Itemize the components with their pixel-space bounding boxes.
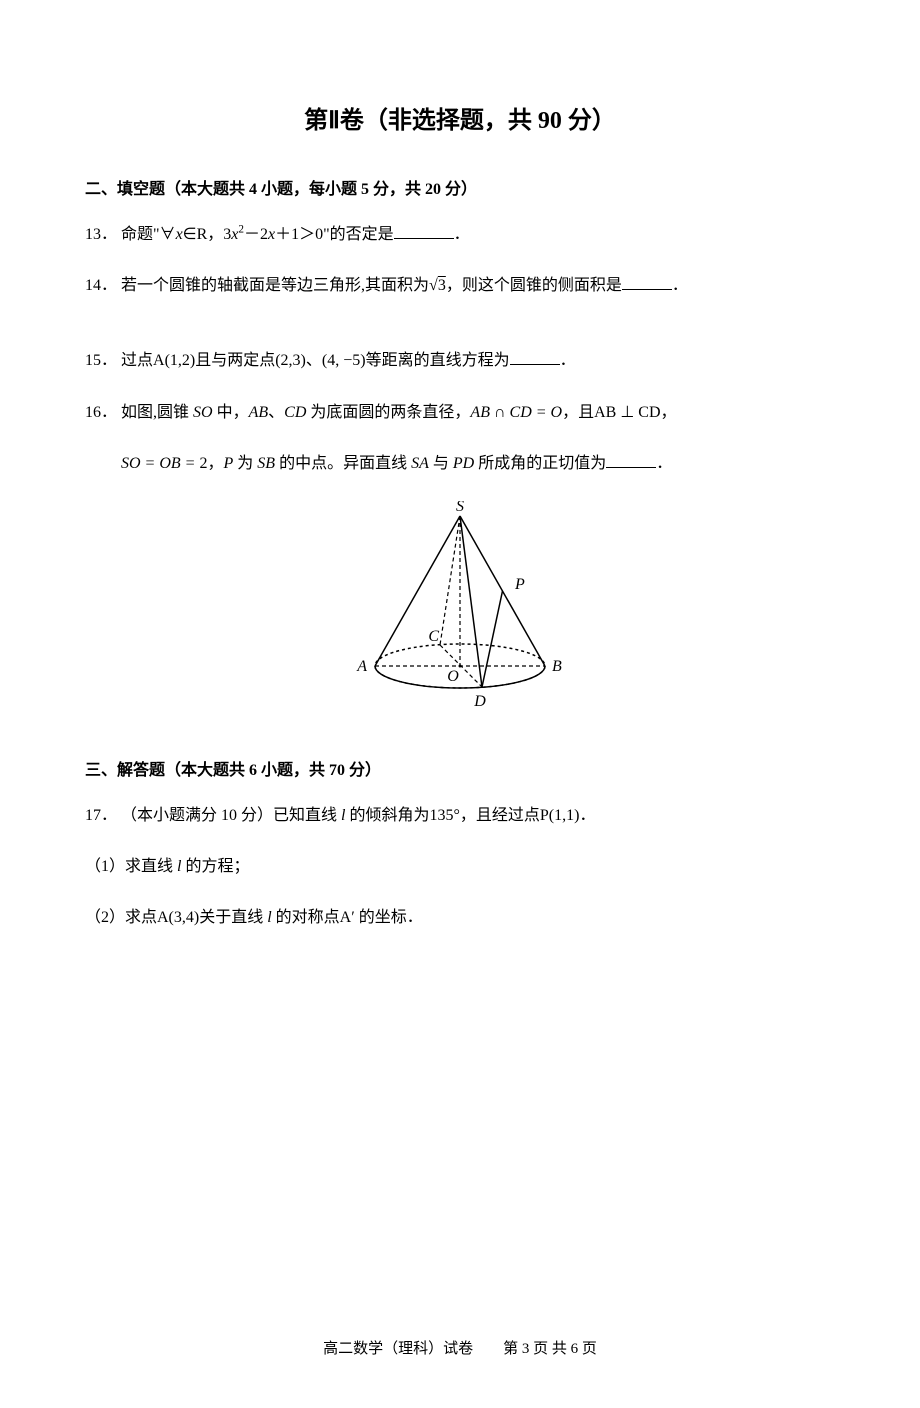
edge-sd — [460, 516, 482, 687]
q16-cd: CD — [284, 404, 306, 421]
main-title: 第Ⅱ卷（非选择题，共 90 分） — [85, 100, 835, 135]
label-s: S — [456, 501, 464, 515]
q16-blank — [606, 452, 656, 468]
q13-period: ． — [454, 226, 470, 243]
q17-main-b: 的倾斜角为135°，且经过点P(1,1)． — [345, 807, 595, 824]
footer-page-total: 6 — [571, 1341, 579, 1357]
q13-blank — [394, 223, 454, 239]
q17-sub2-b: 的对称点A′ 的坐标． — [272, 909, 423, 926]
q16-so: SO — [193, 404, 213, 421]
q16-l2a: SO = OB = — [121, 455, 199, 472]
cone-svg: S P C A O B D — [345, 501, 575, 711]
question-17-sub2: （2）求点A(3,4)关于直线 l 的对称点A′ 的坐标． — [85, 900, 835, 935]
q13-text-4: ＋1＞0"的否定是 — [275, 226, 394, 243]
label-d: D — [473, 693, 486, 710]
label-b: B — [552, 658, 562, 675]
point-o — [459, 664, 462, 667]
q16-l2b: ， — [207, 455, 223, 472]
q17-num: 17． — [85, 807, 117, 824]
q17-main-a: （本小题满分 10 分）已知直线 — [121, 807, 341, 824]
footer-text-a: 高二数学（理科）试卷 第 — [323, 1341, 522, 1357]
q15-text: 过点A(1,2)且与两定点(2,3)、(4, −5)等距离的直线方程为 — [121, 352, 510, 369]
q16-period: ． — [656, 455, 672, 472]
q14-period: ． — [672, 277, 688, 294]
q14-sqrt: √3 — [429, 277, 446, 294]
q13-text-3: －2 — [244, 226, 268, 243]
question-17-sub1: （1）求直线 l 的方程； — [85, 849, 835, 884]
q16-num: 16． — [85, 404, 117, 421]
q16-l2d: 的中点。异面直线 — [275, 455, 411, 472]
q15-num: 15． — [85, 352, 117, 369]
segment-pd — [482, 591, 503, 687]
question-15: 15． 过点A(1,2)且与两定点(2,3)、(4, −5)等距离的直线方程为 ． — [85, 343, 835, 378]
q14-blank — [622, 274, 672, 290]
footer-text-c: 页 — [578, 1341, 597, 1357]
q17-sub1-b: 的方程； — [181, 858, 249, 875]
cone-figure: S P C A O B D — [85, 501, 835, 716]
q17-sub1-a: （1）求直线 — [85, 858, 177, 875]
q16-l1f: ，且AB ⊥ CD， — [562, 404, 676, 421]
q14-num: 14． — [85, 277, 117, 294]
label-a: A — [356, 658, 367, 675]
q16-p: P — [224, 455, 234, 472]
question-14: 14． 若一个圆锥的轴截面是等边三角形,其面积为√3，则这个圆锥的侧面积是 ． — [85, 268, 835, 303]
q14-text-2: ，则这个圆锥的侧面积是 — [446, 277, 622, 294]
q16-ab: AB — [249, 404, 269, 421]
q16-l1a: 如图,圆锥 — [121, 404, 193, 421]
q13-num: 13． — [85, 226, 117, 243]
label-p: P — [514, 576, 525, 593]
section-3-header: 三、解答题（本大题共 6 小题，共 70 分） — [85, 756, 835, 780]
section-2-header: 二、填空题（本大题共 4 小题，每小题 5 分，共 20 分） — [85, 175, 835, 199]
q16-l1d: 为底面圆的两条直径， — [306, 404, 470, 421]
q14-text-1: 若一个圆锥的轴截面是等边三角形,其面积为 — [121, 277, 429, 294]
q16-l1b: 中， — [213, 404, 249, 421]
footer-text-b: 页 共 — [529, 1341, 570, 1357]
q16-pd: PD — [453, 455, 474, 472]
q16-l2e: 与 — [429, 455, 453, 472]
q16-l1c: 、 — [268, 404, 284, 421]
label-o: O — [447, 668, 459, 685]
q16-l2c: 为 — [233, 455, 257, 472]
question-13: 13． 命题"∀x∈R，3x2－2x＋1＞0"的否定是． — [85, 217, 835, 252]
edge-sc — [440, 516, 460, 645]
q16-sa: SA — [411, 455, 429, 472]
q15-blank — [510, 349, 560, 365]
label-c: C — [428, 628, 439, 645]
q15-period: ． — [560, 352, 576, 369]
q13-text-1: 命题"∀ — [121, 226, 176, 243]
base-ellipse-front — [375, 666, 545, 688]
question-17: 17． （本小题满分 10 分）已知直线 l 的倾斜角为135°，且经过点P(1… — [85, 798, 835, 833]
question-16-line2: SO = OB = 2，P 为 SB 的中点。异面直线 SA 与 PD 所成角的… — [85, 446, 835, 481]
q14-sqrt-val: 3 — [438, 277, 446, 294]
q16-sb: SB — [257, 455, 275, 472]
q13-var-x: x — [176, 226, 183, 243]
page-footer: 高二数学（理科）试卷 第 3 页 共 6 页 — [85, 1337, 835, 1358]
edge-sa — [375, 516, 460, 666]
q17-sub2-a: （2）求点A(3,4)关于直线 — [85, 909, 267, 926]
q16-eq: AB ∩ CD = O — [470, 404, 562, 421]
q16-l2f: 所成角的正切值为 — [474, 455, 606, 472]
question-16: 16． 如图,圆锥 SO 中，AB、CD 为底面圆的两条直径，AB ∩ CD =… — [85, 395, 835, 430]
q13-text-2: ∈R，3 — [183, 226, 232, 243]
